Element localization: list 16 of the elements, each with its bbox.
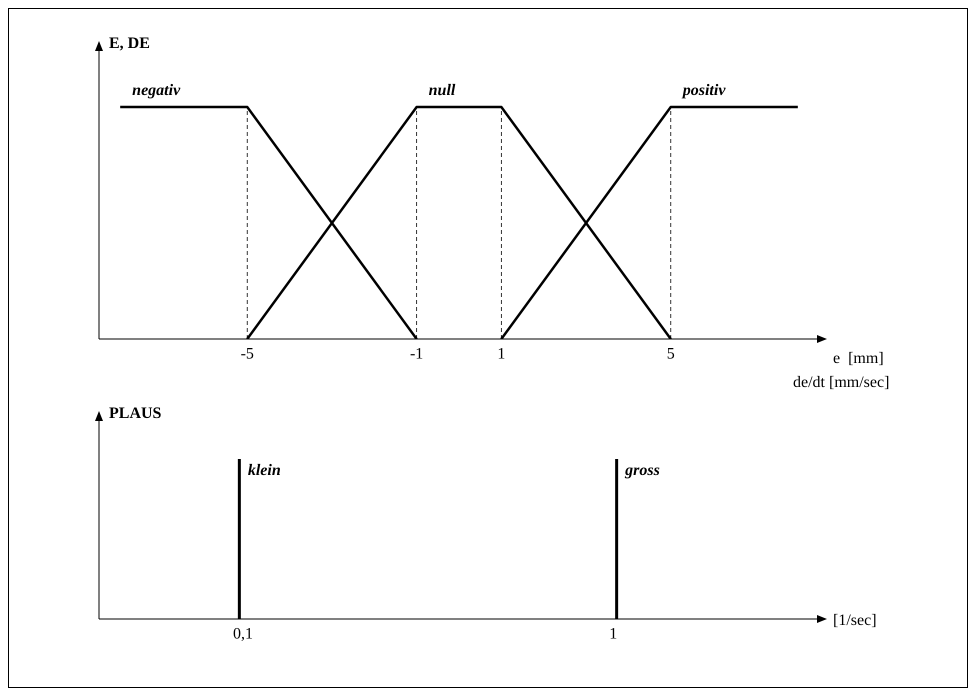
x-tick-label: 5 (666, 345, 675, 362)
series-label: negativ (132, 82, 182, 99)
series-label: klein (248, 462, 281, 479)
x-tick-label: 0,1 (233, 625, 253, 642)
x-tick-label: 1 (497, 345, 506, 362)
x-tick-label: 1 (609, 625, 618, 642)
text: de/dt [mm/sec] (793, 373, 890, 393)
x-axis-title: e [mm] (833, 349, 885, 369)
y-axis-title: PLAUS (109, 405, 162, 423)
x-axis-title: [1/sec] (833, 611, 877, 631)
x-tick-label: -5 (240, 345, 254, 362)
series-label: null (428, 82, 456, 99)
series-label: positiv (680, 82, 726, 99)
series-label: gross (624, 462, 660, 479)
y-axis-title: E, DE (109, 35, 150, 53)
x-tick-label: -1 (410, 345, 424, 362)
